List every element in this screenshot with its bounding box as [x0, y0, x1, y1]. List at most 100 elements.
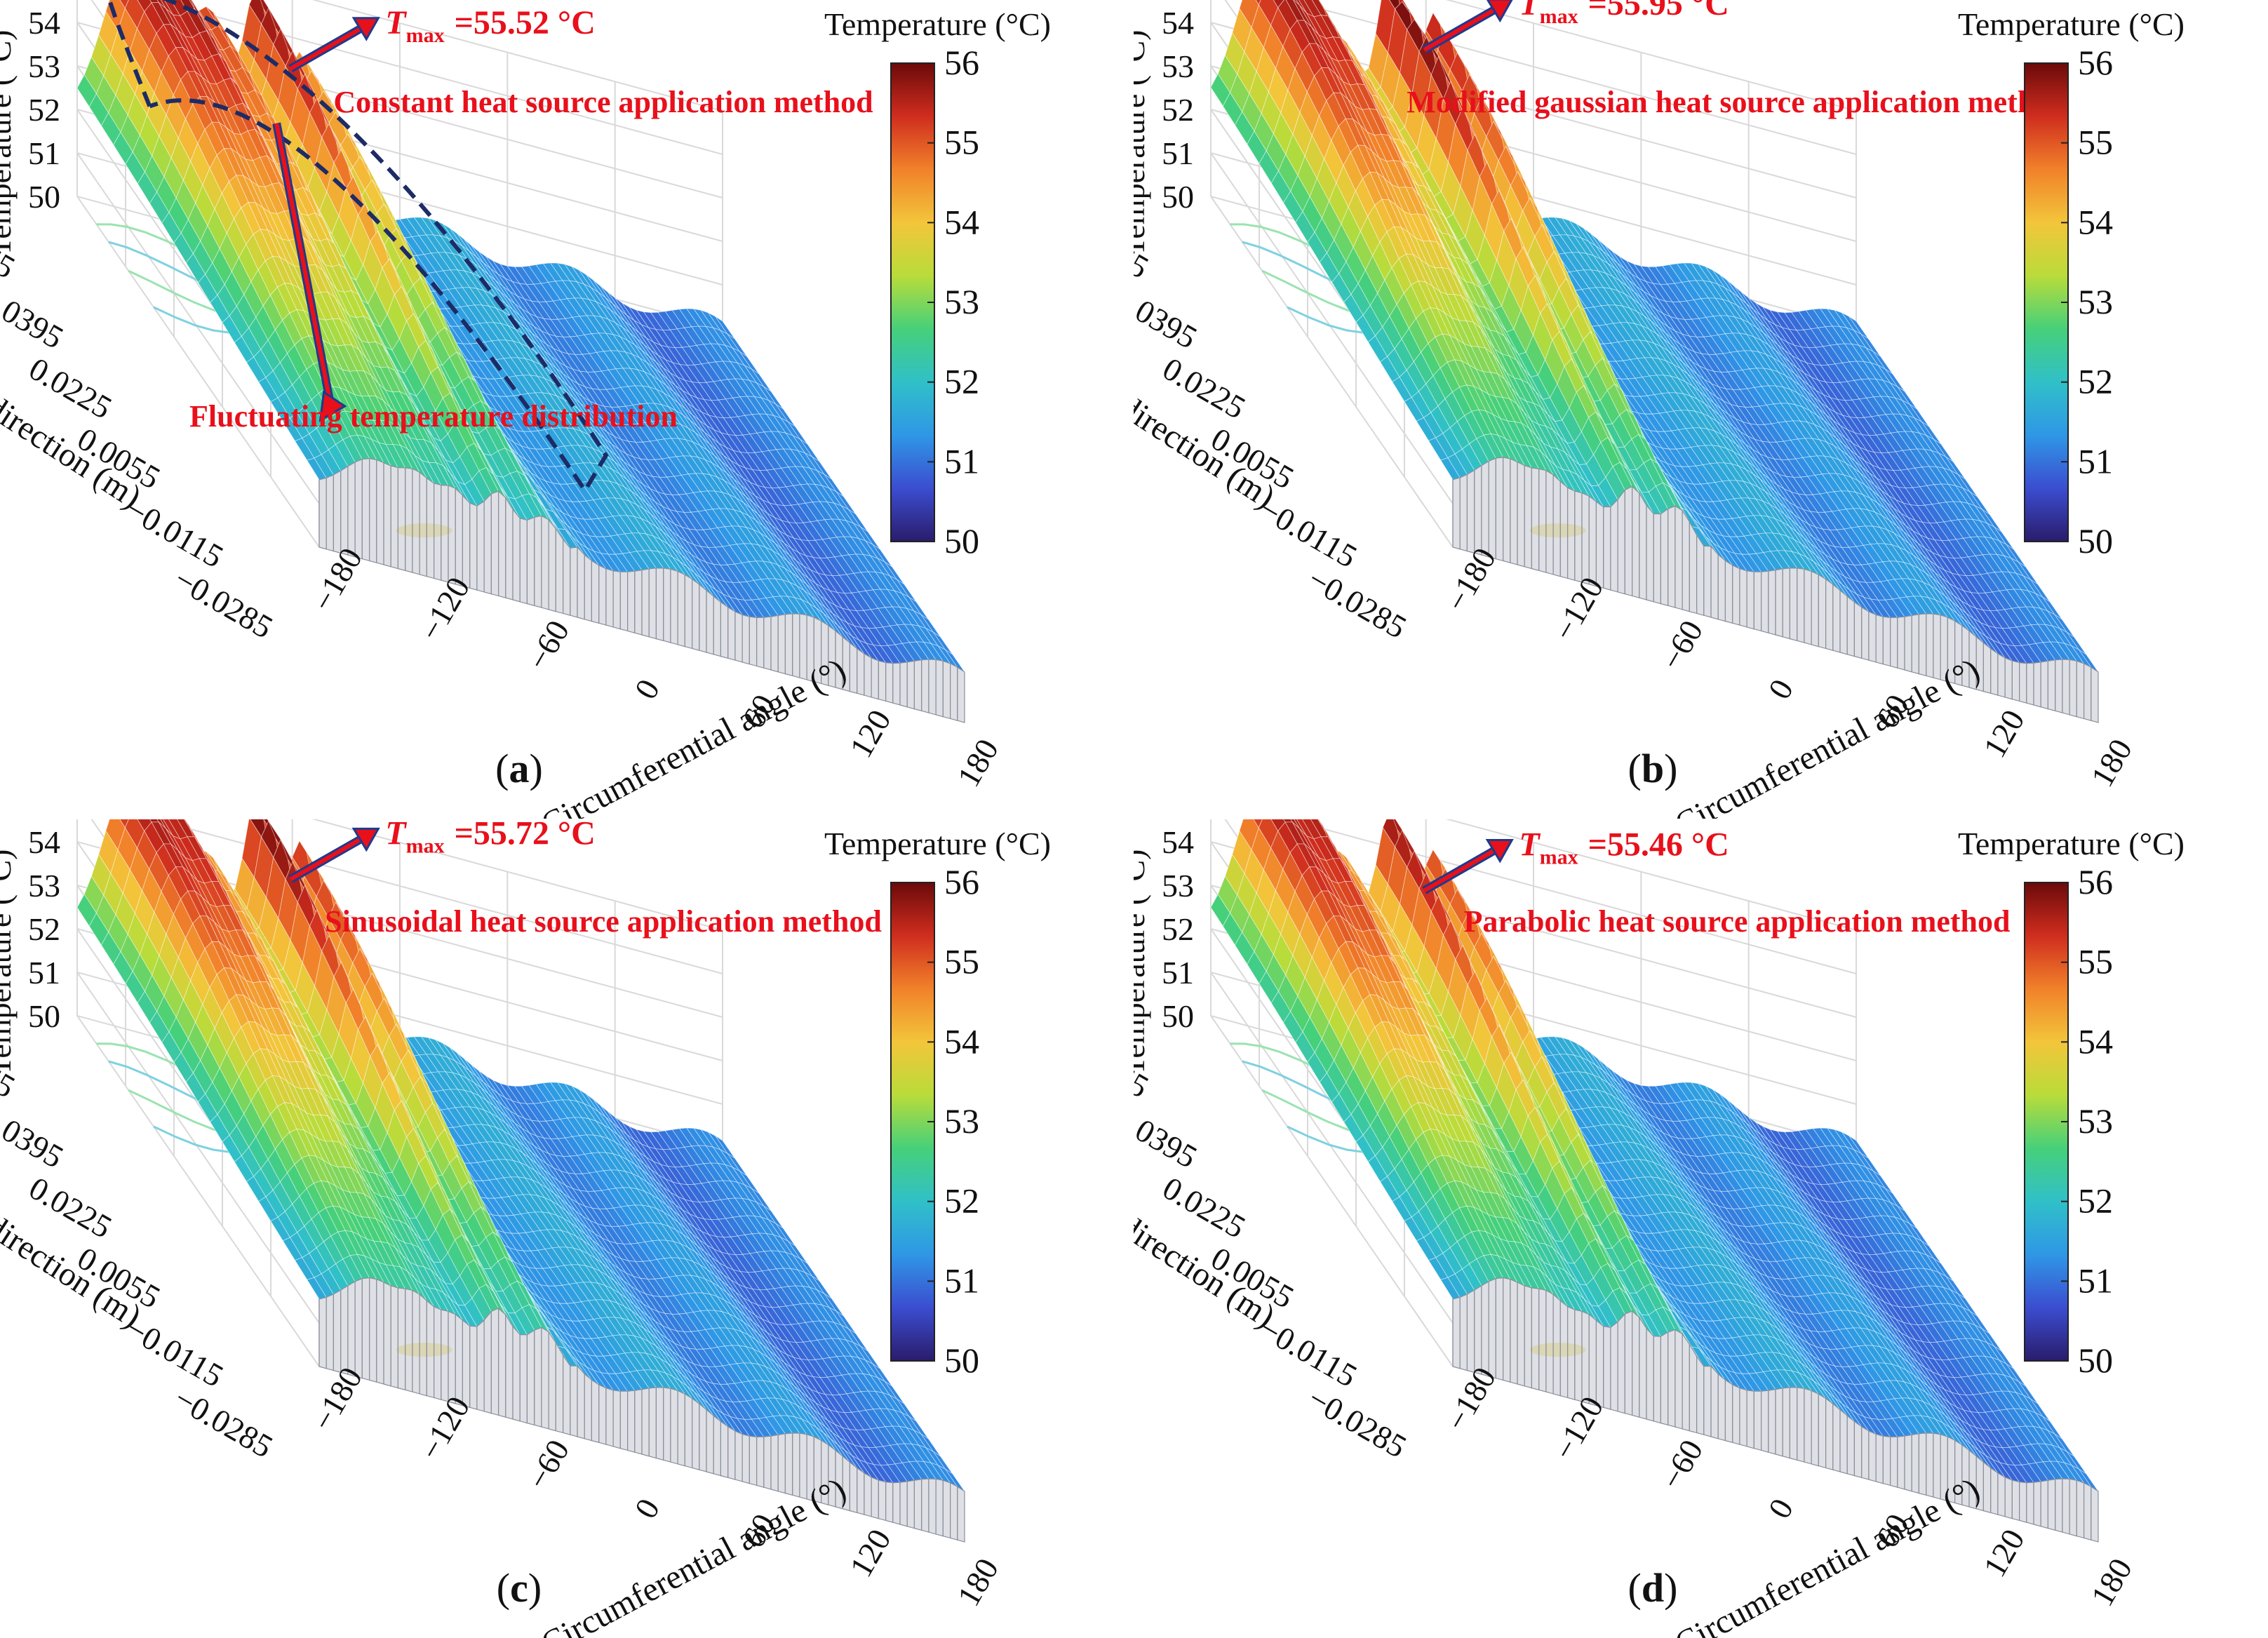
skirt-cell	[871, 657, 879, 700]
skirt-cell	[577, 546, 585, 620]
surface-cell	[1255, 0, 1261, 6]
arrow-shaft-core	[289, 25, 365, 71]
x-tick-label: 180	[950, 733, 1005, 793]
z-tick-label: 53	[28, 48, 60, 84]
skirt-cell	[1624, 485, 1633, 597]
x-tick-label: −60	[1653, 615, 1710, 676]
skirt-cell	[1524, 464, 1533, 570]
colorbar-tick-label: 50	[2078, 521, 2113, 560]
skirt-cell	[1926, 613, 1934, 678]
colorbar-tick-label: 53	[944, 282, 979, 321]
skirt-cell	[670, 568, 678, 645]
down-arrow-core	[274, 123, 333, 407]
surface-cell	[119, 0, 129, 9]
t-max-annotation: Tmax =55.52 °C	[288, 4, 596, 73]
skirt-cell	[1502, 457, 1511, 563]
z-tick-label: 51	[28, 135, 60, 171]
skirt-cell	[426, 477, 435, 579]
skirt-cell	[2083, 662, 2092, 721]
skirt-cell	[448, 485, 456, 585]
skirt-cell	[713, 595, 722, 657]
panel-label: (a)	[495, 746, 543, 791]
grid-line	[76, 1015, 320, 1367]
colorbar-tick-label: 56	[944, 43, 979, 82]
skirt-cell	[1703, 545, 1712, 618]
grid-line	[76, 972, 320, 1324]
colorbar-bar	[2024, 62, 2069, 542]
chart-title: Constant heat source application method	[333, 85, 873, 119]
skirt-cell	[885, 662, 894, 704]
skirt-cell	[433, 483, 442, 581]
skirt-cell	[1724, 560, 1733, 624]
skirt-cell	[2047, 659, 2056, 712]
skirt-cell	[405, 467, 413, 573]
skirt-cell	[913, 659, 922, 712]
x-tick-label: 0	[1761, 673, 1800, 705]
skirt-cell	[1481, 460, 1489, 558]
y-tick-label: −0.0285	[1302, 560, 1413, 645]
skirt-cell	[784, 613, 793, 677]
skirt-cell	[1653, 513, 1662, 605]
skirt-cell	[1710, 545, 1719, 620]
skirt-cell	[383, 462, 391, 568]
skirt-cell	[1689, 521, 1698, 615]
skirt-cell	[777, 614, 786, 675]
skirt-cell	[598, 564, 607, 626]
skirt-cell	[1818, 574, 1827, 650]
panel-label-close: )	[1664, 746, 1677, 791]
skirt-cell	[619, 571, 629, 632]
x-tick-label: −60	[520, 615, 576, 676]
x-tick-label: 180	[2084, 733, 2139, 793]
grid-line	[1210, 196, 1454, 548]
skirt-cell	[770, 615, 779, 673]
skirt-cell	[368, 457, 377, 563]
skirt-cell	[469, 502, 478, 591]
x-tick-label: 120	[1976, 704, 2032, 763]
colorbar-tick-label: 51	[944, 441, 979, 481]
skirt-cell	[1825, 578, 1834, 651]
skirt-cell	[899, 662, 908, 708]
skirt-cell	[1775, 568, 1783, 638]
skirt-cell	[1603, 506, 1611, 591]
skirt-cell	[655, 568, 664, 642]
skirt-cell	[792, 613, 800, 678]
skirt-cell	[684, 574, 693, 650]
skirt-cell	[1610, 498, 1618, 593]
grid-line	[1210, 152, 1454, 504]
skirt-cell	[1911, 614, 1920, 675]
skirt-cell	[483, 492, 492, 595]
skirt-cell	[734, 610, 743, 663]
fluctuation-annotation: Fluctuating temperature distribution	[107, 0, 678, 495]
skirt-cell	[1839, 589, 1848, 655]
panel-label-letter: b	[1642, 746, 1664, 791]
skirt-cell	[1804, 568, 1812, 645]
skirt-cell	[1997, 652, 2006, 698]
z-tick-label: 52	[1162, 92, 1194, 128]
dashed-outline	[107, 0, 609, 495]
skirt-cell	[2076, 660, 2085, 720]
skirt-cell	[2055, 659, 2063, 713]
skirt-cell	[412, 468, 420, 575]
surface-skirt	[1452, 457, 2099, 723]
skirt-cell	[1732, 564, 1740, 626]
colorbar-tick-label: 54	[944, 202, 979, 241]
skirt-cell	[555, 527, 564, 615]
skirt-cell	[641, 568, 650, 638]
skirt-cell	[605, 568, 614, 628]
z-tick-label: 50	[1162, 179, 1194, 215]
grid-line	[76, 196, 320, 548]
skirt-cell	[534, 515, 542, 608]
skirt-cell	[1717, 553, 1726, 622]
colorbar-tick-label: 55	[944, 123, 979, 162]
skirt-cell	[2018, 662, 2027, 704]
skirt-cell	[1739, 568, 1747, 628]
skirt-cell	[526, 516, 535, 607]
skirt-cell	[347, 461, 356, 558]
skirt-cell	[1875, 614, 1884, 665]
skirt-cell	[928, 659, 937, 716]
skirt-cell	[727, 606, 736, 661]
skirt-cell	[318, 477, 327, 550]
grid-line	[76, 152, 320, 504]
